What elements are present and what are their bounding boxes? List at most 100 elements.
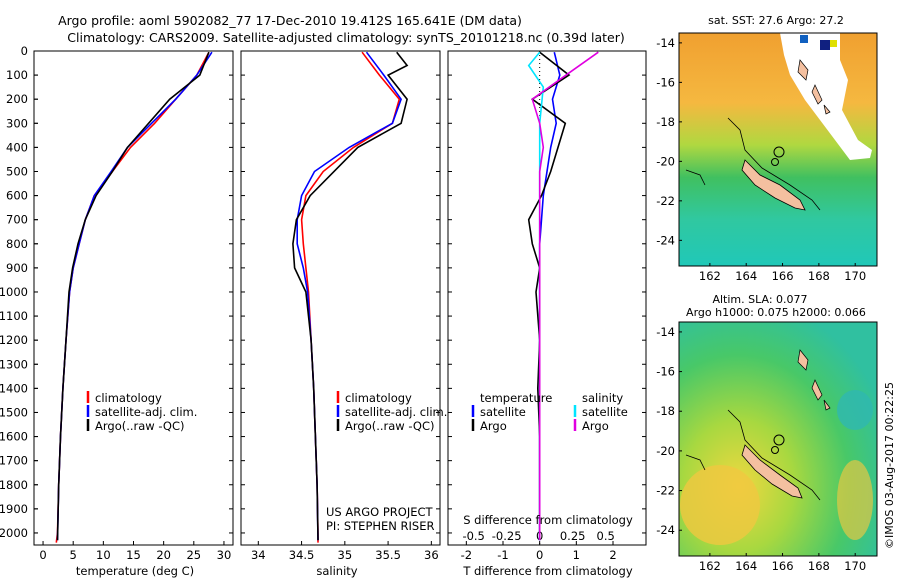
sla-high-blob [837,460,873,540]
depth-tick-label: 400 [6,140,28,154]
map-y-tick-label: -20 [656,444,675,458]
legend-label-climatology: climatology [345,391,412,405]
depth-axis: 0 100 200 300 400 500 600 700 800 900 1000 1100 1200… [0,44,38,540]
difference-xlabel: T difference from climatology [462,564,633,578]
depth-tick-label: 1500 [0,405,28,419]
series-line-argo [56,51,210,541]
s-tick-label: 0.25 [560,529,586,543]
x-tick-label: 30 [217,548,232,562]
map-x-tick-label: 166 [772,269,794,283]
depth-tick-label: 900 [6,261,28,275]
legend-label-s-argo: Argo [582,419,609,433]
map-y-tick-label: -16 [656,365,675,379]
sst-map-frame [678,32,878,267]
legend-label-t-satellite: satellite [480,405,526,419]
sst-pixel [800,35,808,43]
map-y-tick-label: -16 [656,75,675,89]
sst-map-ticks: 162 164 166 168 170 -14 -16 -18 -20 -22 -24 [656,36,866,283]
series-line-climatology [55,51,210,543]
map-x-tick-label: 166 [772,559,794,573]
x-tick-label: 34.5 [289,548,315,562]
difference-panel: -2-1012-0.5-0.2500.250.5 [448,50,646,562]
series-line-s-argo [531,51,599,541]
map-x-tick-label: 170 [844,269,866,283]
argo-position-marker [773,146,785,158]
x-tick-label: 25 [186,548,201,562]
legend-label-climatology: climatology [95,391,162,405]
depth-tick-label: 1300 [0,357,28,371]
sla-map-title: Altim. SLA: 0.077 [712,293,807,306]
legend-label-satellite: satellite-adj. clim. [95,405,197,419]
x-tick-label: 0 [536,548,543,562]
map-x-tick-label: 164 [735,269,757,283]
temperature-panel: 0 5 10 15 20 25 30 [34,50,233,562]
x-tick-label: 0 [39,548,46,562]
new-caledonia-land [741,444,803,499]
credit-project: US ARGO PROJECT [326,505,434,519]
credit-pi: PI: STEPHEN RISER [326,519,435,533]
s-tick-label: 0.5 [597,529,615,543]
series-line-t-satellite [538,52,561,541]
x-tick-label: -2 [461,548,472,562]
depth-tick-label: 1800 [0,478,28,492]
temperature-legend: climatology satellite-adj. clim. Argo(..… [86,391,197,433]
argo-position-marker-2 [771,446,779,454]
s-difference-label: S difference from climatology [463,513,633,527]
map-x-tick-label: 168 [808,559,830,573]
x-tick-label: 36 [424,548,439,562]
difference-legend: temperature satellite Argo salinity sate… [471,391,628,433]
map-x-tick-label: 162 [699,269,721,283]
depth-tick-label: 1900 [0,502,28,516]
depth-tick-label: 1600 [0,430,28,444]
s-tick-label: -0.25 [492,529,522,543]
sla-map [678,321,878,557]
map-y-tick-label: -20 [656,154,675,168]
map-y-tick-label: -18 [656,115,675,129]
x-tick-label: 20 [156,548,171,562]
difference-panel-frame [447,50,647,546]
map-y-tick-label: -22 [656,194,675,208]
map-y-tick-label: -22 [656,484,675,498]
map-x-tick-label: 164 [735,559,757,573]
depth-tick-label: 500 [6,164,28,178]
series-line-satellite-adj-clim- [56,51,213,541]
depth-tick-label: 100 [6,68,28,82]
depth-tick-label: 700 [6,213,28,227]
depth-tick-label: 0 [21,44,28,58]
temperature-panel-frame [33,50,234,546]
sst-map [678,32,878,267]
depth-tick-label: 200 [6,92,28,106]
depth-tick-label: 1000 [0,285,28,299]
sla-map-subtitle: Argo h1000: 0.075 h2000: 0.066 [686,306,866,319]
depth-tick-label: 300 [6,116,28,130]
series-line-satellite-adj-clim- [296,51,402,541]
map-y-tick-label: -18 [656,404,675,418]
salinity-panel: 34 34.5 35 35.5 36 [241,50,440,562]
map-y-tick-label: -14 [656,325,675,339]
argo-position-marker-2 [771,158,779,166]
salinity-xlabel: salinity [316,564,357,578]
bathymetry-contour [685,409,821,501]
x-tick-label: 2 [609,548,616,562]
map-y-tick-label: -24 [656,523,675,537]
legend-title-temperature: temperature [480,391,552,405]
legend-label-satellite: satellite-adj. clim. [345,405,447,419]
header-line1: Argo profile: aoml 5902082_77 17-Dec-201… [58,13,522,28]
x-tick-label: 35.5 [375,548,401,562]
x-tick-label: 1 [573,548,580,562]
depth-tick-label: 2000 [0,526,28,540]
salinity-legend: climatology satellite-adj. clim. Argo(..… [336,391,447,433]
x-tick-label: 34 [251,548,266,562]
sla-high-blob [680,465,760,545]
sst-pixel [830,40,837,47]
imos-credit: ©IMOS 03-Aug-2017 00:22:25 [883,382,896,549]
sst-map-title: sat. SST: 27.6 Argo: 27.2 [708,14,844,27]
legend-title-salinity: salinity [582,391,623,405]
x-tick-label: 35 [338,548,353,562]
depth-tick-label: 1700 [0,454,28,468]
depth-tick-label: 1400 [0,381,28,395]
sla-low-blob [837,390,873,430]
map-y-tick-label: -24 [656,233,675,247]
series-line-argo [292,51,409,541]
